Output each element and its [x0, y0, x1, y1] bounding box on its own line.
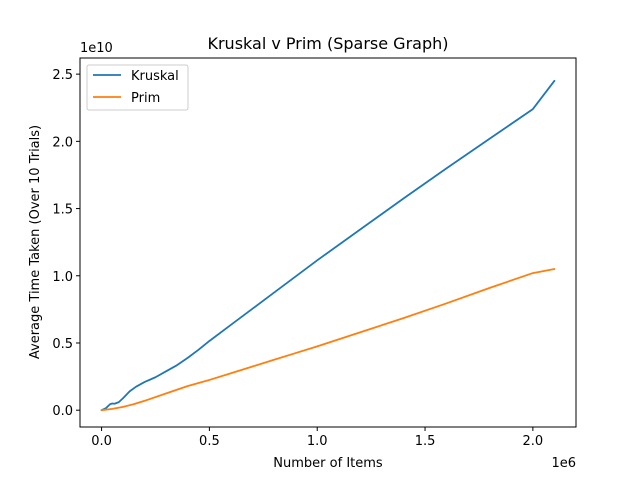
y-tick-label: 0.0 [52, 404, 73, 419]
axes-frame [79, 57, 577, 428]
x-tick-label: 0.0 [91, 434, 112, 449]
legend: Kruskal Prim [86, 64, 189, 111]
chart-title: Kruskal v Prim (Sparse Graph) [207, 34, 448, 53]
legend-box [86, 64, 189, 111]
y-axis: 0.0 0.5 1.0 1.5 2.0 2.5 [52, 68, 80, 419]
y-tick-label: 1.5 [52, 203, 73, 218]
x-tick-label: 1.0 [307, 434, 328, 449]
y-tick-label: 2.0 [52, 135, 73, 150]
y-offset-label: 1e10 [80, 41, 113, 56]
plot-area [100, 79, 556, 412]
x-tick-label: 0.5 [199, 434, 220, 449]
y-tick-label: 2.5 [52, 68, 73, 83]
x-tick-label: 1.5 [415, 434, 436, 449]
x-offset-label: 1e6 [551, 456, 576, 471]
y-tick-label: 1.0 [52, 270, 73, 285]
y-axis-label: Average Time Taken (Over 10 Trials) [28, 125, 43, 359]
x-axis: 0.0 0.5 1.0 1.5 2.0 [91, 427, 543, 449]
series-line-kruskal [100, 79, 556, 412]
y-tick-label: 0.5 [52, 337, 73, 352]
x-axis-label: Number of Items [273, 456, 383, 471]
legend-label-prim: Prim [131, 91, 160, 106]
series-line-prim [100, 268, 556, 412]
x-tick-label: 2.0 [523, 434, 544, 449]
legend-label-kruskal: Kruskal [131, 69, 179, 84]
